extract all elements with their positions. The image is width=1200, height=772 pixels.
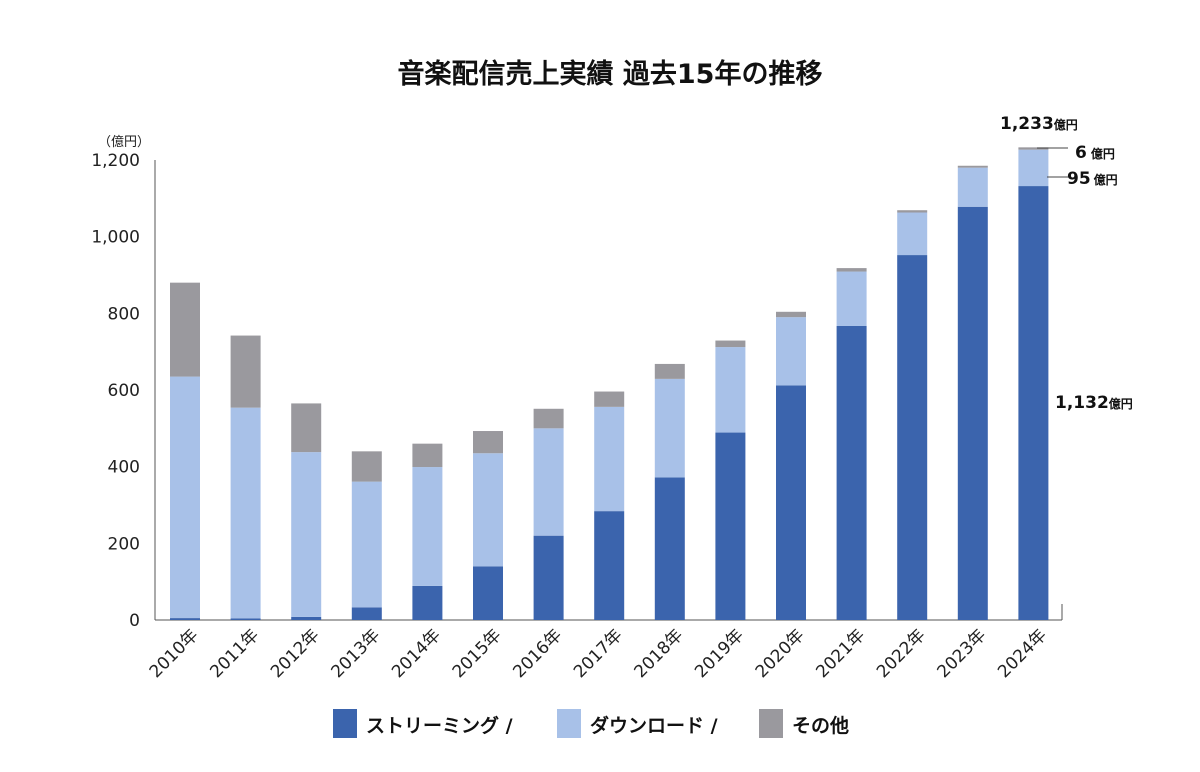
bar-segment-streaming [230,618,261,620]
y-tick-label: 200 [108,534,140,554]
bar-segment-download [351,481,382,608]
x-tick-label: 2019年 [691,625,748,682]
bar-segment-download [230,407,261,619]
bar-segment-other [533,408,564,429]
bar-segment-other [473,431,503,454]
y-tick-label: 0 [129,611,140,631]
legend-label-other: その他 [792,714,849,737]
legend-label-streaming: ストリーミング / [366,714,513,737]
bar-segment-download [957,167,988,207]
x-axis: 2010年 2011年 2012年 2013年 2014年 2015年 2016年 2017年… [146,625,1051,682]
x-tick-label: 2022年 [873,625,930,682]
bar-segment-streaming [1018,186,1049,621]
bar-segment-streaming [412,585,443,620]
legend: ストリーミング / ダウンロード / その他 [333,709,849,738]
x-tick-label: 2011年 [206,625,263,682]
bar-segment-streaming [776,385,806,620]
legend-swatch-streaming [333,709,357,738]
bar-segment-other [957,165,988,168]
bar-segment-other [170,282,200,377]
x-tick-label: 2015年 [449,625,506,682]
y-tick-label: 600 [108,381,140,401]
bar-segment-download [1018,149,1049,187]
x-tick-label: 2012年 [267,625,324,682]
bar-segment-streaming [957,206,988,620]
bar-segment-download [170,376,200,619]
bar-segment-streaming [351,607,382,620]
bar-segment-streaming [170,618,200,620]
bar-segment-download [594,406,625,512]
bar-segment-download [776,317,806,386]
x-tick-label: 2021年 [812,625,869,682]
streaming-annotation: 1,132億円 [1055,393,1133,413]
bar-segment-streaming [897,255,928,621]
chart-title: 音楽配信売上実績 過去15年の推移 [398,58,823,90]
bar-segment-other [836,268,867,272]
bar-segment-streaming [715,432,746,620]
bar-segment-other [291,403,322,453]
x-tick-label: 2020年 [752,625,809,682]
x-tick-label: 2017年 [570,625,627,682]
bar-segment-streaming [654,477,685,620]
x-tick-label: 2010年 [146,625,203,682]
y-tick-label: 1,000 [91,228,140,248]
legend-swatch-download [557,709,581,738]
bar-segment-download [473,453,503,567]
y-axis: 0 200 400 600 800 1,000 1,200 [91,151,140,631]
bar-segment-streaming [533,535,564,620]
bar-segment-download [836,271,867,326]
bar-segment-other [1018,147,1049,150]
bar-segment-streaming [836,325,867,620]
bar-segment-streaming [291,616,322,620]
x-tick-label: 2016年 [509,625,566,682]
y-tick-label: 1,200 [91,151,140,171]
download-annotation: 95 億円 [1067,169,1118,189]
x-tick-label: 2014年 [388,625,445,682]
bar-segment-download [533,428,564,536]
bar-segment-download [412,467,443,586]
bar-segment-other [412,443,443,468]
bar-segment-other [351,451,382,482]
bar-segment-download [654,378,685,478]
bar-segment-other [715,340,746,348]
y-tick-label: 400 [108,458,140,478]
x-tick-label: 2023年 [934,625,991,682]
bar-segment-other [897,210,928,213]
bar-segment-download [291,452,322,617]
bar-segment-other [594,391,625,407]
bar-segment-other [230,335,261,408]
bar-segment-streaming [594,511,625,620]
legend-label-download: ダウンロード / [590,714,718,737]
bar-segment-other [776,311,806,318]
other-annotation: 6 億円 [1075,143,1115,163]
bar-segment-streaming [473,566,503,620]
y-axis-unit-label: （億円） [98,134,150,150]
x-tick-label: 2018年 [631,625,688,682]
bar-segment-other [654,363,685,379]
bar-segment-download [897,212,928,256]
x-tick-label: 2024年 [994,625,1051,682]
y-tick-label: 800 [108,304,140,324]
total-annotation: 1,233億円 [1000,114,1078,134]
bar-segment-download [715,347,746,433]
x-tick-label: 2013年 [328,625,385,682]
legend-swatch-other [759,709,783,738]
bar-group [170,147,1049,621]
